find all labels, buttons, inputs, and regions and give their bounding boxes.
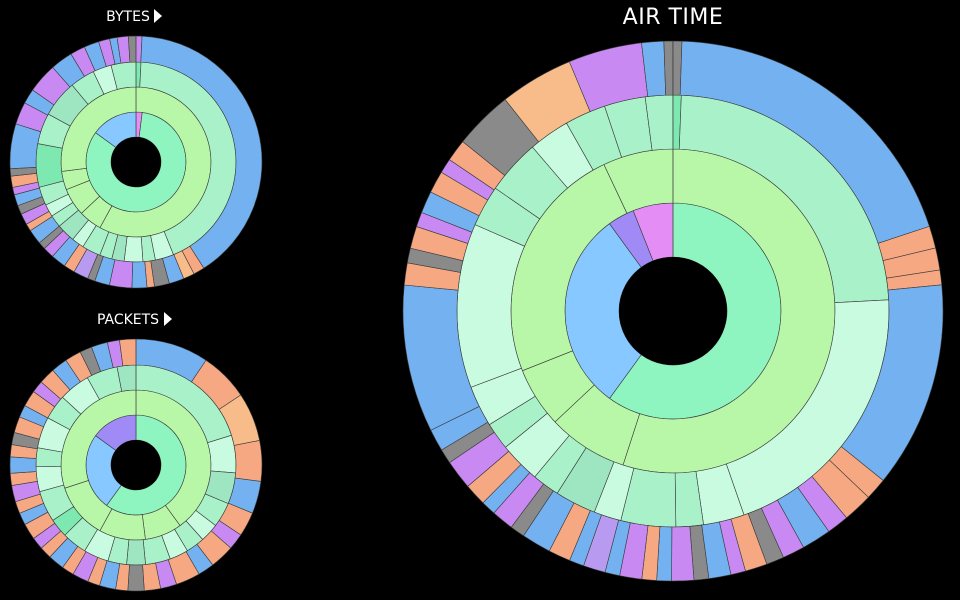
bytes-sunburst[interactable] — [9, 35, 263, 289]
packets-ring4-segment[interactable] — [119, 338, 137, 367]
bytes-ring3-segment[interactable] — [123, 236, 144, 263]
packets-ring4-segment[interactable] — [9, 456, 37, 474]
airtime-ring4-segment[interactable] — [671, 526, 695, 582]
airtime-title: AIR TIME — [623, 5, 724, 30]
bytes-center-hole[interactable] — [111, 137, 161, 187]
airtime-sunburst[interactable] — [402, 40, 944, 582]
packets-sunburst[interactable] — [9, 338, 263, 592]
bytes-ring3-segment[interactable] — [35, 143, 64, 188]
packets-ring3-segment[interactable] — [126, 539, 146, 566]
airtime-center-hole[interactable] — [619, 257, 727, 365]
packets-title: PACKETS — [97, 312, 159, 328]
bytes-ring4-segment[interactable] — [140, 35, 263, 269]
bytes-title: BYTES — [106, 9, 150, 25]
bytes-ring4-segment[interactable] — [9, 123, 42, 169]
bytes-ring4-segment[interactable] — [131, 261, 148, 289]
bytes-next-arrow-icon[interactable] — [154, 9, 162, 23]
packets-center-hole[interactable] — [111, 440, 161, 490]
packets-ring4-segment[interactable] — [233, 440, 263, 482]
airtime-ring4-segment[interactable] — [663, 40, 674, 96]
packets-next-arrow-icon[interactable] — [164, 312, 172, 326]
packets-ring4-segment[interactable] — [127, 564, 145, 592]
bytes-ring4-segment[interactable] — [128, 35, 137, 63]
